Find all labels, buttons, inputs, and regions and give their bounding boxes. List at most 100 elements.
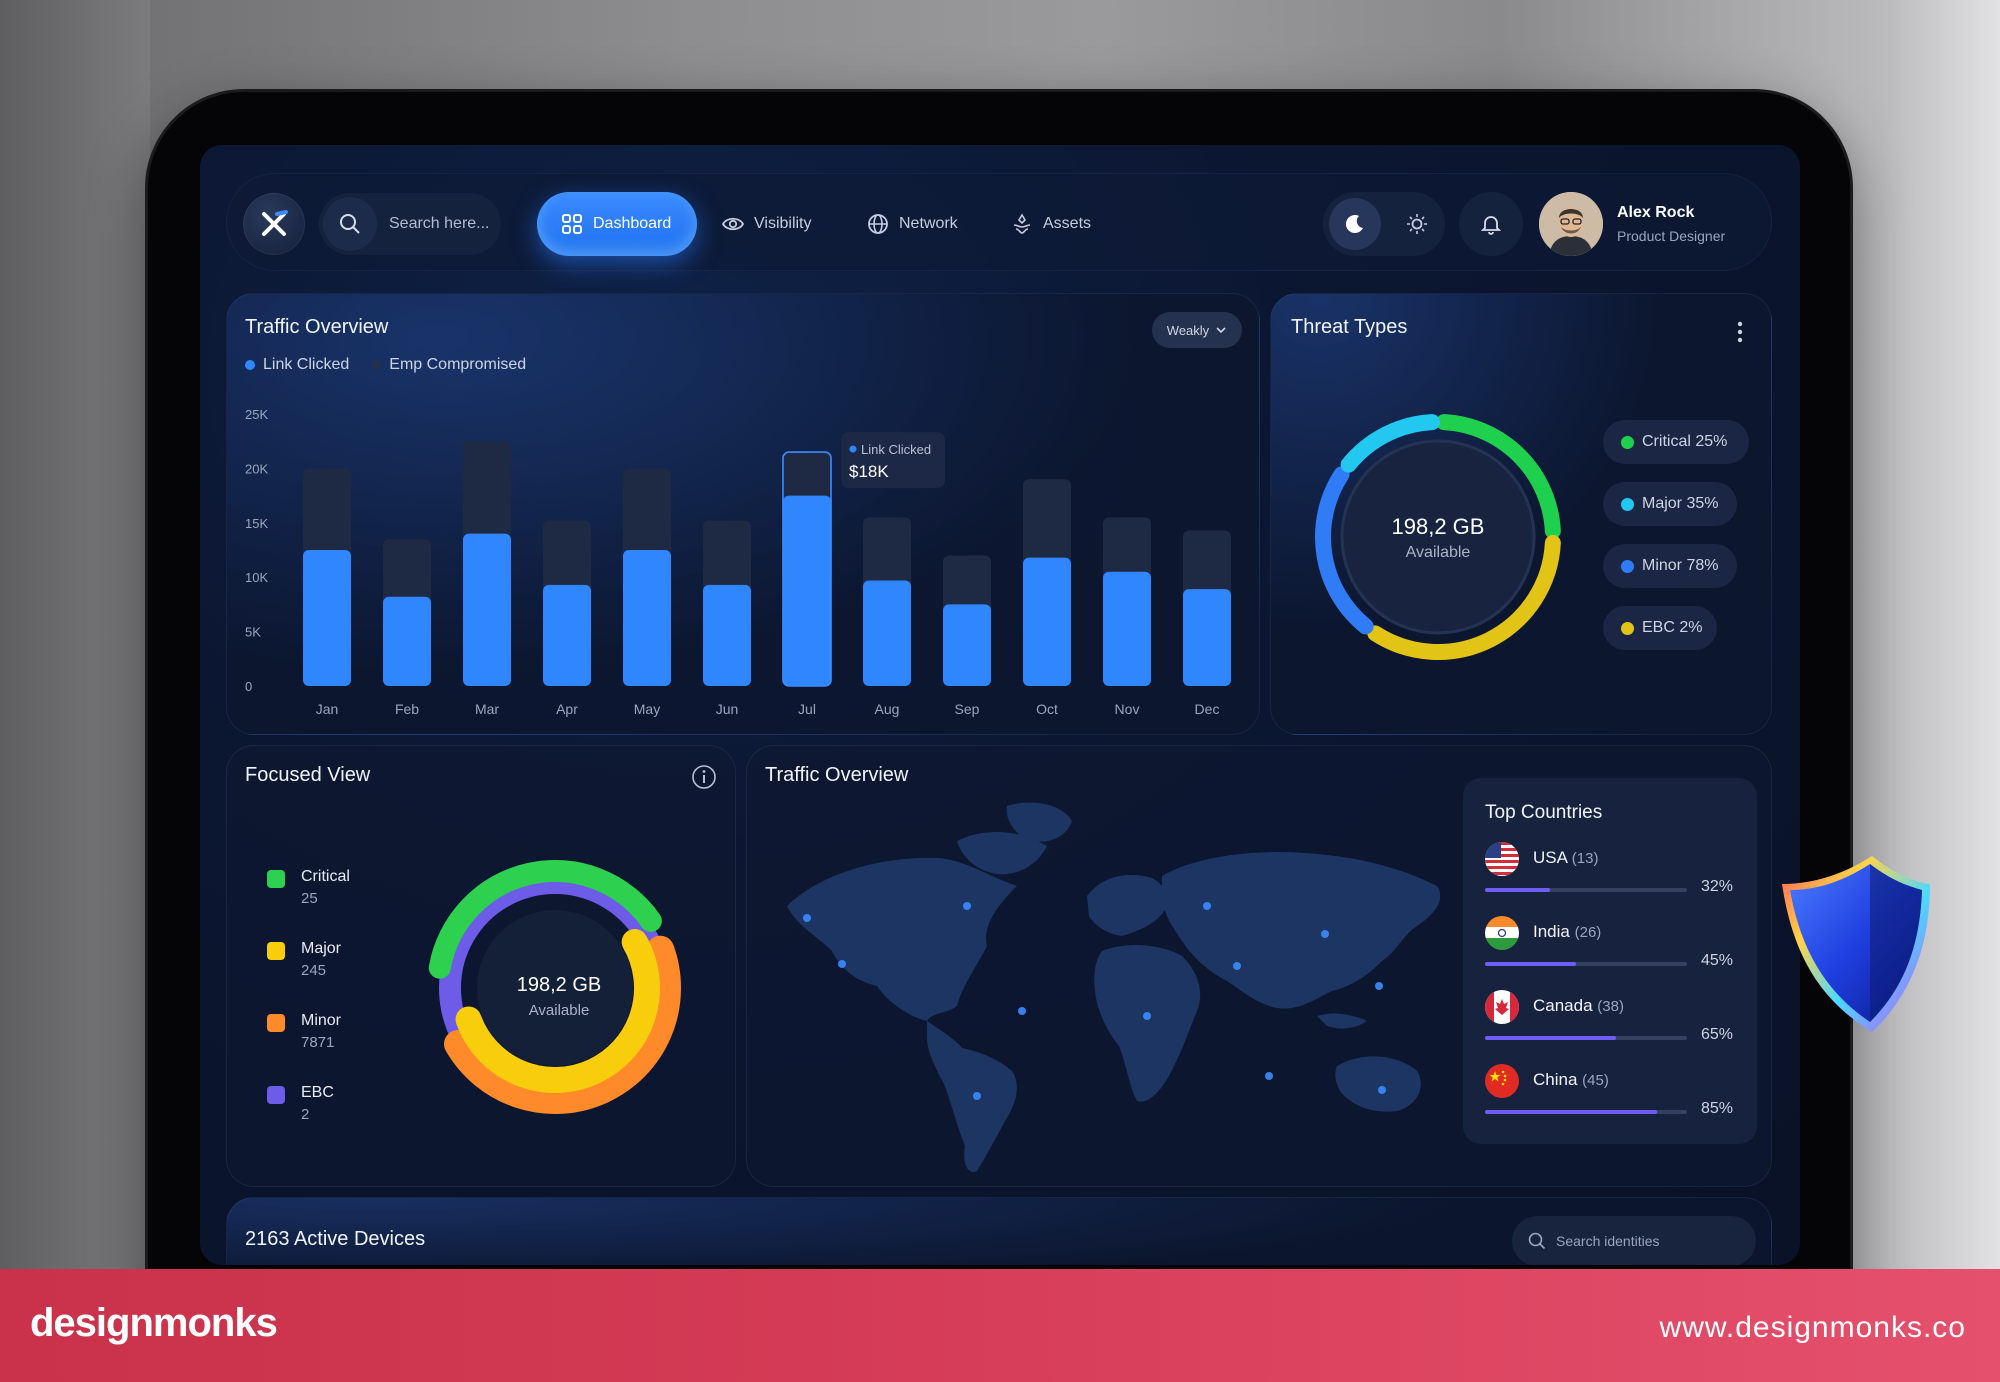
background-left (0, 0, 150, 1382)
canada-flag-icon (1485, 990, 1519, 1024)
country-canada[interactable]: Canada (38) 65% (1485, 990, 1735, 1060)
china-name: China (45) (1533, 1070, 1609, 1089)
y-tick-label: 10K (245, 570, 268, 585)
y-tick-label: 15K (245, 516, 268, 531)
bar-link-clicked[interactable] (543, 584, 591, 686)
bar-link-clicked[interactable] (1023, 557, 1071, 686)
legend-dot-emp-compromised (371, 360, 382, 370)
bar-link-clicked[interactable] (463, 533, 511, 686)
bar-link-clicked[interactable] (783, 495, 831, 686)
donut-segment-critical[interactable] (1436, 414, 1561, 539)
nav-visibility[interactable]: Visibility (722, 192, 812, 256)
usa-percent: 32% (1701, 878, 1734, 895)
logo-x-icon (262, 210, 288, 236)
bar-link-clicked[interactable] (1183, 589, 1231, 686)
china-percent: 85% (1701, 1100, 1734, 1117)
search-icon (323, 197, 377, 251)
focused-view-card: Focused View Critical 25 Major 245 Minor 78… (226, 745, 736, 1187)
bar-link-clicked[interactable] (303, 550, 351, 686)
shield-icon (1782, 856, 1930, 1032)
sun-icon[interactable] (1391, 198, 1443, 250)
y-tick-label: 20K (245, 461, 268, 476)
usa-progress-fill (1485, 888, 1550, 892)
canada-name: Canada (38) (1533, 996, 1624, 1015)
ring-critical[interactable] (428, 860, 662, 979)
legend-minor: Minor 78% (1603, 544, 1737, 588)
search-icon (1528, 1232, 1546, 1250)
nav-network[interactable]: Network (867, 192, 958, 256)
country-usa[interactable]: USA (13) 32% (1485, 842, 1735, 912)
x-tick-label: May (634, 701, 660, 717)
x-tick-label: Jan (316, 701, 339, 717)
period-dropdown[interactable]: Weakly (1152, 312, 1242, 348)
globe-icon (868, 214, 888, 234)
country-india[interactable]: India (26) 45% (1485, 916, 1735, 986)
legend-critical: Critical 25% (1603, 420, 1749, 464)
x-tick-label: Jul (798, 701, 816, 717)
legend-emp-compromised: Emp Compromised (389, 356, 527, 373)
search-input[interactable]: Search here... (389, 215, 490, 232)
traffic-bar-chart: 0 5K 10K 15K 20K 25K Jan Feb Mar Apr May Jun Jul Link… (245, 407, 1231, 717)
tooltip-value: $18K (849, 462, 889, 481)
india-progress-track (1485, 962, 1687, 966)
focused-center-value: 198,2 GB (516, 974, 602, 996)
y-tick-label: 25K (245, 407, 268, 422)
assets-icon (1013, 213, 1031, 234)
top-countries-panel: Top Countries USA (13) 32% India (26) 45… (1463, 778, 1757, 1144)
identity-search-input[interactable]: Search identities (1556, 1233, 1660, 1249)
theme-toggle[interactable] (1323, 192, 1445, 256)
notifications-button[interactable] (1459, 192, 1523, 256)
world-map[interactable] (757, 786, 1477, 1186)
ring-major[interactable] (455, 929, 660, 1093)
app-logo[interactable] (243, 193, 305, 255)
identity-search[interactable]: Search identities (1512, 1216, 1756, 1265)
eye-icon (722, 217, 744, 231)
country-china[interactable]: China (45) 85% (1485, 1064, 1735, 1134)
nav-assets-label: Assets (1043, 215, 1092, 232)
legend-ebc: EBC 2% (1603, 606, 1717, 650)
threat-donut-center (1340, 439, 1536, 635)
top-bar: Search here... Dashboard Visibility Netw… (226, 173, 1772, 271)
x-tick-label: Aug (875, 701, 900, 717)
website-link[interactable]: www.designmonks.co (1659, 1311, 1966, 1344)
usa-flag-icon (1485, 842, 1519, 876)
search-bar[interactable]: Search here... (319, 193, 501, 255)
fv-critical-value: 25 (301, 890, 318, 907)
chevron-down-icon (1216, 327, 1226, 334)
traffic-overview-title: Traffic Overview (245, 316, 389, 338)
ebc-swatch (267, 1086, 285, 1104)
donut-segment-minor[interactable] (1315, 466, 1374, 635)
moon-icon[interactable] (1329, 198, 1381, 250)
nav-dashboard[interactable]: Dashboard (537, 192, 697, 256)
tooltip-label: Link Clicked (861, 442, 931, 457)
legend-link-clicked: Link Clicked (263, 356, 350, 373)
critical-swatch (267, 870, 285, 888)
bar-link-clicked[interactable] (943, 604, 991, 686)
minor-dot (1621, 559, 1634, 573)
minor-swatch (267, 1014, 285, 1032)
donut-segment-major[interactable] (1340, 414, 1440, 473)
more-options-icon[interactable] (1737, 320, 1743, 344)
ring-minor[interactable] (444, 935, 681, 1114)
canada-progress-fill (1485, 1036, 1617, 1040)
bar-link-clicked[interactable] (703, 584, 751, 686)
info-icon[interactable] (691, 764, 717, 790)
nav-assets[interactable]: Assets (1011, 192, 1091, 256)
bar-link-clicked[interactable] (623, 550, 671, 686)
fv-ebc-label: EBC (301, 1084, 334, 1101)
y-tick-label: 5K (245, 625, 261, 640)
x-tick-label: Apr (556, 701, 578, 717)
fv-minor-value: 7871 (301, 1034, 335, 1051)
donut-segment-ebc[interactable] (1367, 535, 1561, 660)
china-progress-fill (1485, 1110, 1657, 1114)
bar-link-clicked[interactable] (863, 580, 911, 686)
bar-link-clicked[interactable] (383, 596, 431, 686)
bar-link-clicked[interactable] (1103, 571, 1151, 686)
avatar[interactable] (1539, 192, 1603, 256)
fv-minor-label: Minor (301, 1012, 342, 1029)
focused-donut-center (477, 910, 633, 1066)
fv-critical-label: Critical (301, 868, 350, 885)
usa-name: USA (13) (1533, 848, 1599, 867)
nav-network-label: Network (899, 215, 958, 232)
critical-dot (1621, 435, 1634, 449)
